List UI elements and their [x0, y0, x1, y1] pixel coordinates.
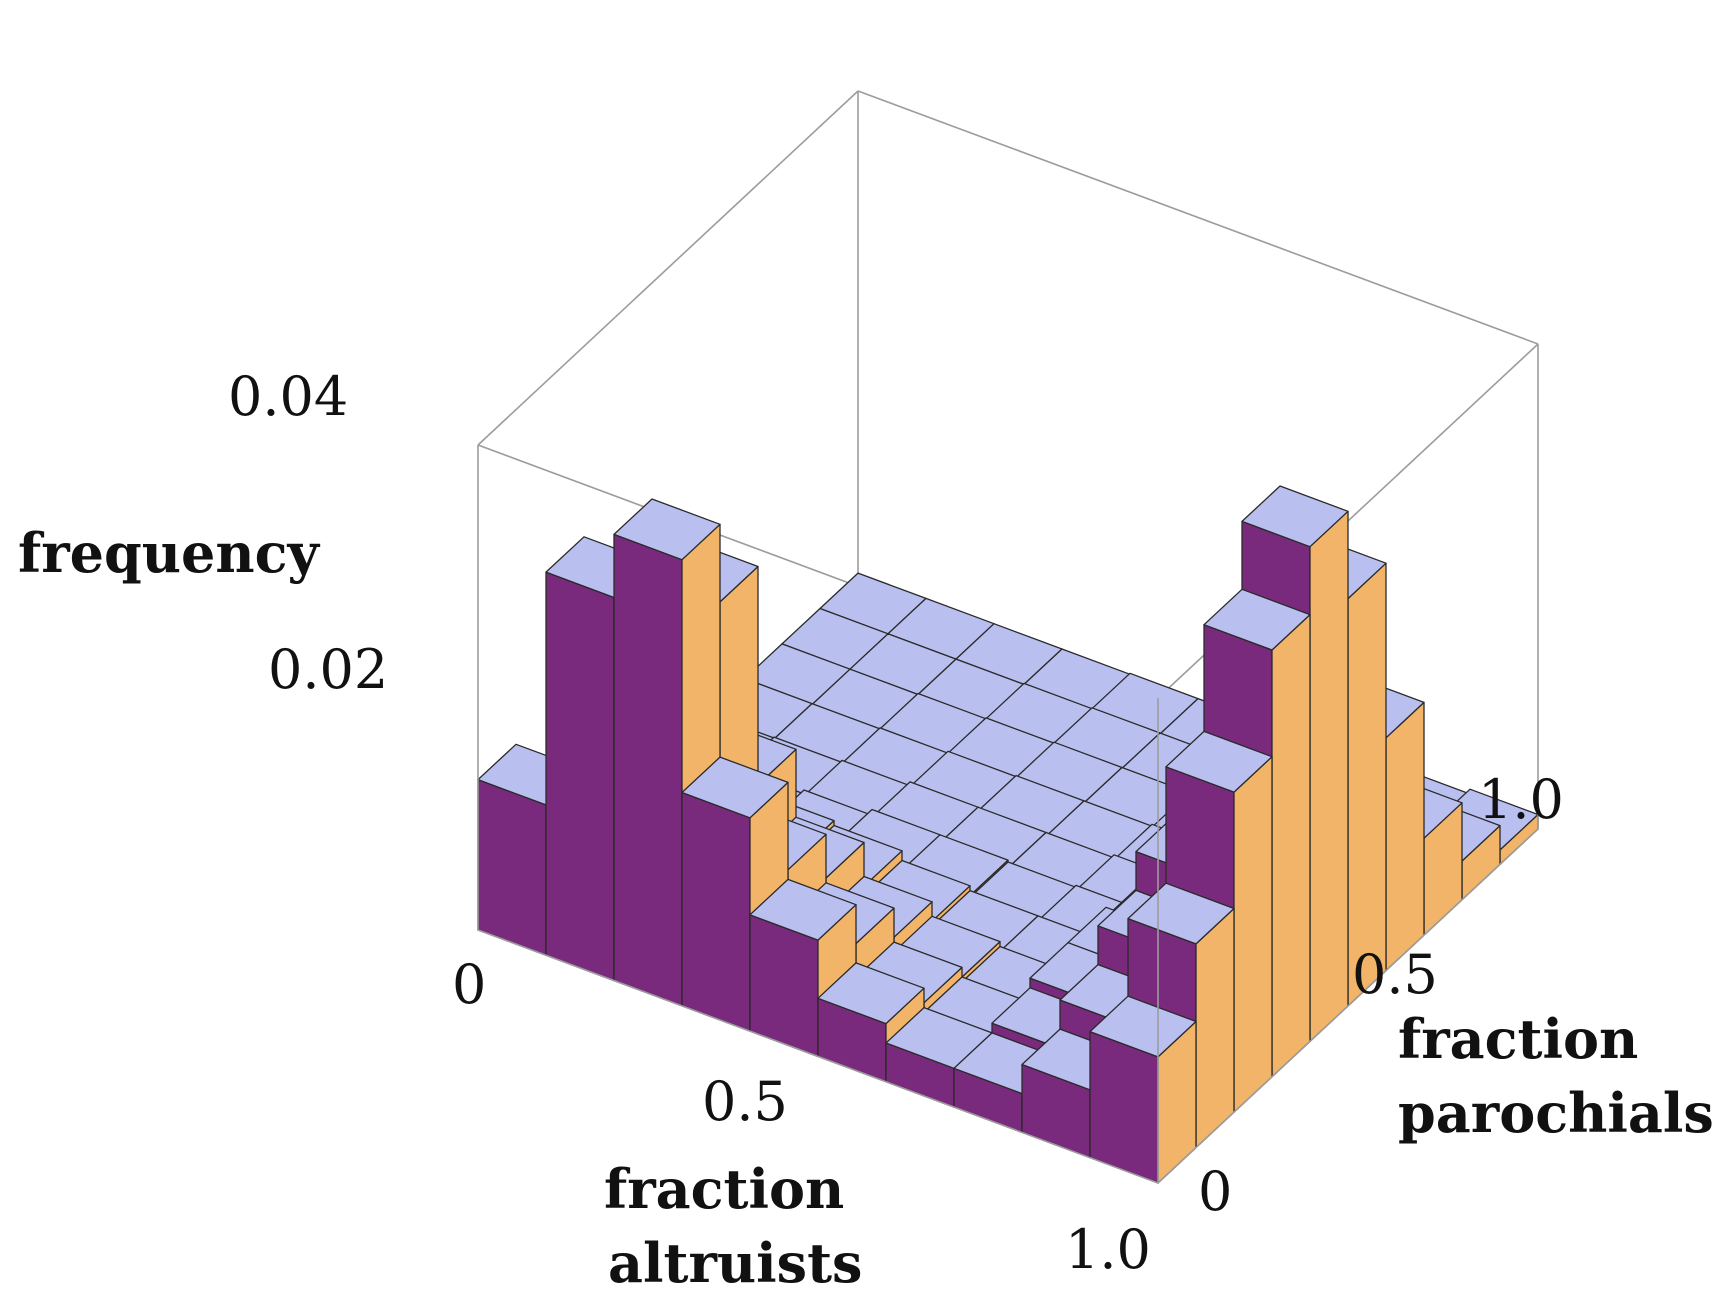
- x-tick-label-1.0: 1.0: [1065, 1218, 1151, 1281]
- z-axis: 0.04 0.02 frequency: [18, 365, 388, 701]
- bar-side-face: [1271, 613, 1311, 1078]
- bar-top-face: [1165, 730, 1273, 793]
- y-tick-label-0: 0: [1198, 1160, 1232, 1223]
- y-tick-label-1.0: 1.0: [1478, 768, 1564, 831]
- bounding-box-front: [477, 344, 1539, 1184]
- z-axis-label: frequency: [18, 521, 321, 585]
- bar-front-face: [477, 778, 547, 956]
- bar-side-face: [1385, 701, 1425, 972]
- x-axis-label-line2: altruists: [608, 1231, 862, 1293]
- bar-front-face: [1089, 1030, 1159, 1184]
- x-axis-label-line1: fraction: [604, 1157, 844, 1221]
- bar-top-face: [613, 498, 721, 561]
- box-edge-top-left: [477, 90, 859, 446]
- bar-a9-p0: [1089, 995, 1197, 1184]
- bar-side-face: [1347, 562, 1387, 1007]
- bar-top-face: [681, 756, 789, 819]
- bar-top-face: [749, 878, 857, 941]
- bar-front-face: [681, 791, 751, 1032]
- box-edge-floor-front: [477, 929, 1159, 1184]
- bar-side-face: [1195, 907, 1235, 1149]
- z-tick-label-0.04: 0.04: [228, 365, 348, 428]
- y-tick-label-0.5: 0.5: [1352, 943, 1438, 1006]
- x-tick-label-0: 0: [452, 953, 486, 1016]
- y-axis-label-line1: fraction: [1398, 1007, 1638, 1071]
- bar-front-face: [545, 571, 615, 982]
- bar-top-face: [817, 962, 925, 1025]
- z-tick-label-0.02: 0.02: [268, 638, 388, 701]
- bar-side-face: [1309, 510, 1349, 1043]
- bar-top-face: [1241, 485, 1349, 548]
- box-edge-floor-right: [1157, 828, 1539, 1184]
- bar-side-face: [1233, 756, 1273, 1113]
- y-axis: 0 0.5 1.0 fraction parochials: [1198, 768, 1714, 1223]
- x-tick-label-0.5: 0.5: [702, 1070, 788, 1133]
- y-axis-label-line2: parochials: [1398, 1081, 1714, 1145]
- bar-front-face: [613, 533, 683, 1007]
- x-axis: 0 0.5 1.0 fraction altruists: [452, 953, 1151, 1293]
- bar-top-face: [1127, 882, 1235, 945]
- bar-top-face: [1089, 995, 1197, 1058]
- histogram-bars: [477, 485, 1539, 1184]
- box-edge-top-back: [857, 90, 1539, 345]
- bar-top-face: [1203, 588, 1311, 651]
